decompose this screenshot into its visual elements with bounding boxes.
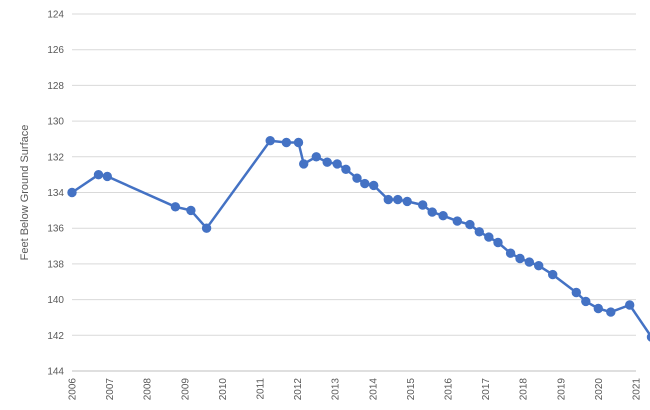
data-point — [332, 159, 342, 169]
y-tick-label: 144 — [47, 367, 64, 378]
data-point — [484, 232, 494, 242]
y-axis-ticks: 124 126 128 130 132 134 136 138 140 142 144 — [47, 10, 64, 378]
x-tick-label: 2018 — [519, 378, 530, 401]
x-tick-label: 2006 — [68, 378, 79, 401]
data-point — [452, 216, 462, 226]
x-tick-label: 2009 — [180, 378, 191, 401]
data-point — [393, 194, 403, 205]
data-point — [646, 332, 650, 342]
data-point — [606, 307, 616, 317]
data-point — [427, 207, 437, 217]
data-point — [265, 136, 275, 146]
y-tick-label: 132 — [47, 152, 64, 163]
data-point — [524, 257, 534, 267]
data-point — [311, 152, 321, 162]
x-axis-ticks: 2006 2007 2008 2009 2010 2011 2012 2013 2014 2015… — [68, 378, 643, 401]
data-point — [67, 187, 77, 198]
data-point — [93, 170, 104, 180]
data-point — [341, 164, 351, 175]
x-tick-label: 2013 — [331, 378, 342, 401]
data-point — [186, 205, 196, 216]
x-tick-label: 2021 — [632, 378, 643, 401]
data-point — [418, 200, 428, 210]
data-point — [515, 253, 525, 264]
data-point — [360, 178, 370, 189]
x-tick-label: 2008 — [143, 378, 154, 401]
y-tick-label: 128 — [47, 81, 64, 92]
data-point — [534, 261, 544, 271]
y-tick-label: 140 — [47, 295, 64, 306]
x-tick-label: 2016 — [443, 378, 454, 401]
series-line — [71, 139, 650, 338]
data-point — [548, 269, 558, 280]
data-point — [571, 287, 581, 298]
data-point — [299, 159, 309, 169]
data-point — [438, 211, 448, 221]
y-tick-label: 134 — [47, 188, 64, 199]
x-tick-label: 2015 — [406, 378, 417, 401]
series — [67, 136, 650, 342]
data-point — [352, 173, 362, 183]
data-point — [625, 300, 635, 310]
data-point — [465, 219, 475, 230]
x-tick-label: 2011 — [255, 378, 266, 400]
data-point — [293, 137, 304, 148]
data-point — [581, 296, 591, 307]
y-tick-label: 126 — [47, 45, 64, 56]
x-tick-label: 2014 — [368, 378, 379, 401]
x-tick-label: 2019 — [556, 378, 567, 401]
data-point — [369, 180, 379, 191]
y-tick-label: 136 — [47, 224, 64, 235]
data-point — [322, 157, 332, 167]
data-point — [102, 171, 113, 182]
y-tick-label: 130 — [47, 117, 64, 128]
data-point — [170, 202, 181, 212]
x-tick-label: 2017 — [481, 378, 492, 401]
y-tick-label: 138 — [47, 259, 64, 270]
data-point — [402, 196, 412, 207]
x-tick-label: 2010 — [218, 378, 229, 401]
data-point — [493, 237, 503, 248]
data-point — [201, 223, 212, 233]
data-point — [281, 137, 292, 148]
data-point — [474, 227, 484, 237]
data-point — [593, 303, 603, 314]
gridlines — [72, 13, 636, 336]
y-tick-label: 124 — [47, 10, 64, 21]
y-axis-title: Feet Below Ground Surface — [19, 125, 31, 261]
data-point — [505, 248, 516, 258]
x-tick-label: 2020 — [594, 378, 605, 401]
x-tick-label: 2007 — [105, 378, 116, 401]
data-point — [383, 194, 393, 205]
y-tick-label: 142 — [47, 331, 64, 342]
x-tick-label: 2012 — [293, 378, 304, 401]
